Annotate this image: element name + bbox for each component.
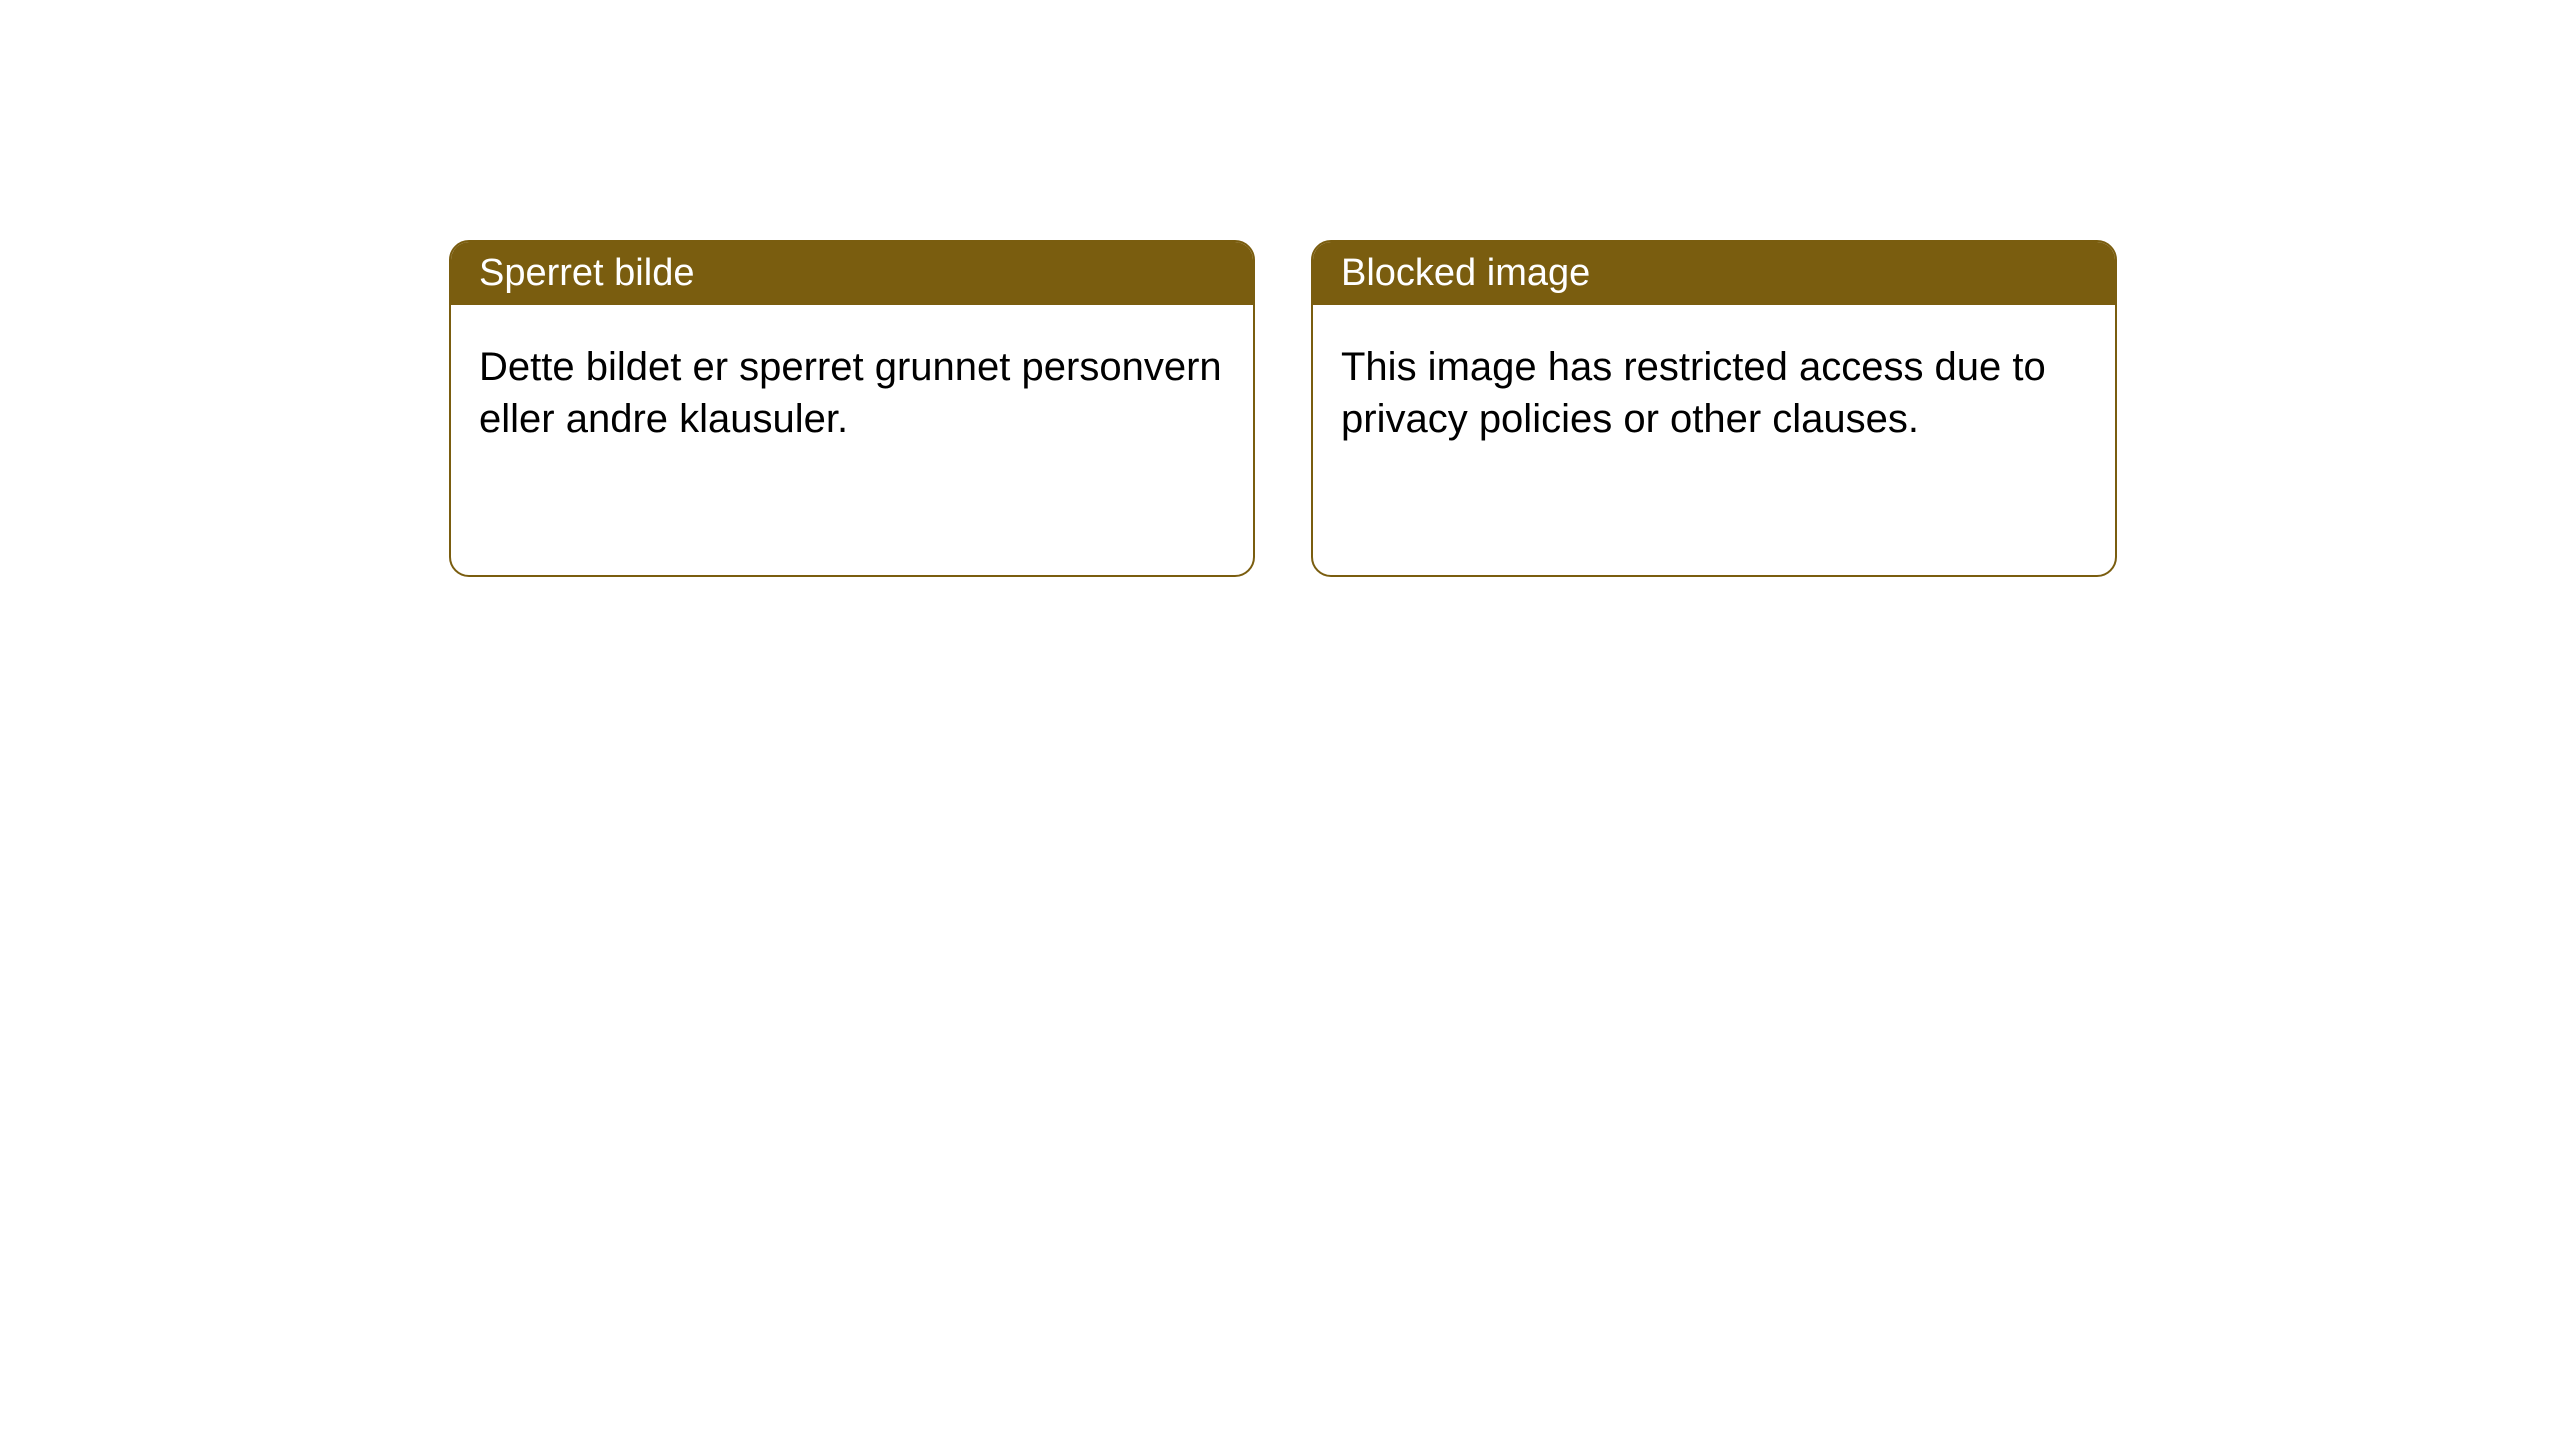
notice-body-english: This image has restricted access due to … bbox=[1313, 305, 2115, 481]
notice-container: Sperret bilde Dette bildet er sperret gr… bbox=[0, 0, 2560, 577]
notice-header-english: Blocked image bbox=[1313, 242, 2115, 305]
notice-header-norwegian: Sperret bilde bbox=[451, 242, 1253, 305]
notice-card-norwegian: Sperret bilde Dette bildet er sperret gr… bbox=[449, 240, 1255, 577]
notice-card-english: Blocked image This image has restricted … bbox=[1311, 240, 2117, 577]
notice-body-norwegian: Dette bildet er sperret grunnet personve… bbox=[451, 305, 1253, 481]
